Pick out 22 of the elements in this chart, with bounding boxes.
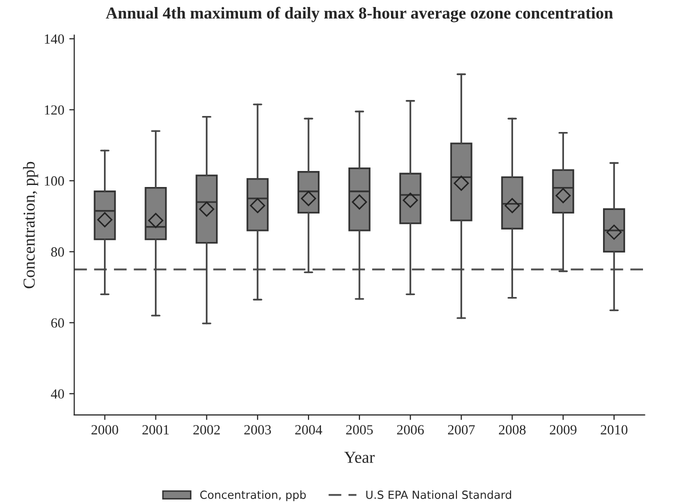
y-tick-label: 60 [51, 318, 64, 328]
y-tick-label: 100 [44, 176, 64, 186]
x-tick-label: 2008 [498, 425, 526, 434]
x-tick-label: 2010 [600, 425, 628, 434]
x-tick-label: 2007 [448, 425, 475, 434]
x-tick-label: 2002 [193, 425, 220, 434]
legend-label: U.S EPA National Standard [366, 490, 512, 499]
x-tick-label: 2003 [244, 425, 271, 434]
x-tick-label: 2001 [142, 425, 169, 434]
x-tick-label: 2006 [397, 425, 424, 434]
x-tick-label: 2004 [295, 425, 322, 434]
y-tick-label: 120 [44, 105, 64, 115]
chart-title: Annual 4th maximum of daily max 8-hour average ozone concentration [106, 6, 613, 22]
x-axis-title: Year [344, 452, 375, 463]
y-tick-label: 40 [50, 389, 64, 399]
y-tick-label: 140 [44, 34, 64, 44]
y-tick-label: 80 [51, 247, 64, 257]
x-tick-label: 2009 [550, 425, 576, 434]
x-tick-label: 2000 [92, 425, 118, 434]
x-tick-label: 2005 [346, 425, 373, 434]
legend-label: Concentration, ppb [200, 490, 306, 502]
y-axis-title: Concentration, ppb [23, 162, 38, 288]
